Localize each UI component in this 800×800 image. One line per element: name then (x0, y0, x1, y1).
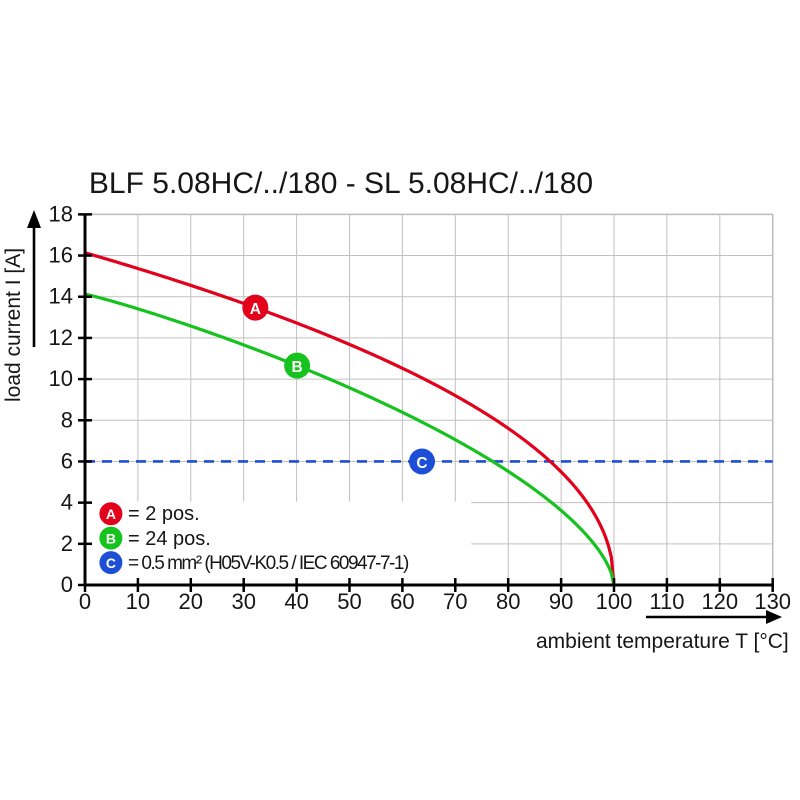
svg-text:70: 70 (443, 589, 467, 614)
svg-text:B: B (106, 530, 116, 546)
svg-text:130: 130 (754, 589, 791, 614)
svg-text:ambient temperature T [°C]: ambient temperature T [°C] (536, 630, 789, 653)
svg-text:4: 4 (61, 490, 73, 515)
svg-text:90: 90 (549, 589, 573, 614)
svg-text:120: 120 (701, 589, 738, 614)
svg-text:B: B (292, 359, 303, 376)
svg-text:110: 110 (649, 589, 684, 614)
svg-text:A: A (106, 506, 116, 522)
svg-text:A: A (250, 301, 261, 318)
svg-text:40: 40 (284, 589, 308, 614)
svg-text:BLF 5.08HC/../180 - SL 5.08HC/: BLF 5.08HC/../180 - SL 5.08HC/../180 (89, 167, 593, 200)
svg-text:14: 14 (49, 284, 73, 309)
svg-text:50: 50 (337, 589, 361, 614)
svg-text:80: 80 (496, 589, 520, 614)
svg-text:100: 100 (596, 589, 633, 614)
svg-text:60: 60 (390, 589, 414, 614)
svg-text:18: 18 (49, 201, 73, 226)
svg-text:= 2 pos.: = 2 pos. (128, 503, 200, 525)
svg-text:2: 2 (61, 531, 73, 556)
svg-text:= 0.5 mm² (H05V-K0.5 / IEC 609: = 0.5 mm² (H05V-K0.5 / IEC 60947-7-1) (128, 553, 409, 574)
svg-text:8: 8 (61, 407, 73, 432)
svg-text:10: 10 (126, 589, 150, 614)
svg-text:16: 16 (49, 243, 73, 268)
svg-text:C: C (106, 555, 116, 571)
svg-text:10: 10 (49, 366, 73, 391)
svg-text:30: 30 (231, 589, 255, 614)
svg-text:20: 20 (179, 589, 203, 614)
svg-text:0: 0 (79, 589, 91, 614)
svg-text:C: C (416, 455, 427, 472)
svg-text:0: 0 (61, 572, 73, 597)
svg-text:12: 12 (49, 325, 73, 350)
svg-text:load current I [A]: load current I [A] (2, 248, 25, 402)
svg-text:= 24 pos.: = 24 pos. (128, 528, 211, 550)
svg-text:6: 6 (61, 448, 73, 473)
